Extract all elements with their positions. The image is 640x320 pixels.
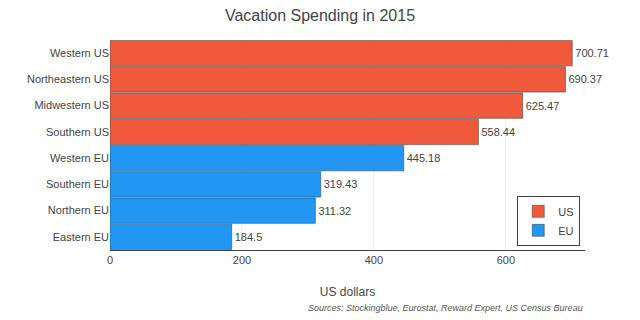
svg-text:558.44: 558.44: [481, 126, 515, 138]
svg-text:700.71: 700.71: [575, 47, 609, 59]
svg-text:400: 400: [365, 254, 383, 266]
svg-text:690.37: 690.37: [568, 73, 602, 85]
svg-text:Eastern EU: Eastern EU: [53, 231, 109, 243]
svg-text:Sources: Stockingblue, Eurosta: Sources: Stockingblue, Eurostat, Reward …: [308, 303, 583, 313]
svg-text:319.43: 319.43: [324, 178, 358, 190]
svg-text:Northern EU: Northern EU: [48, 204, 109, 216]
svg-text:Vacation Spending in 2015: Vacation Spending in 2015: [225, 7, 415, 24]
svg-text:0: 0: [107, 254, 113, 266]
svg-text:184.5: 184.5: [235, 231, 263, 243]
svg-text:600: 600: [497, 254, 515, 266]
svg-text:Southern EU: Southern EU: [46, 178, 109, 190]
svg-text:445.18: 445.18: [407, 152, 441, 164]
svg-text:625.47: 625.47: [526, 100, 560, 112]
svg-text:US: US: [558, 206, 573, 218]
svg-text:US dollars: US dollars: [320, 285, 375, 299]
svg-text:Western EU: Western EU: [50, 152, 109, 164]
svg-text:311.32: 311.32: [318, 205, 351, 217]
svg-text:Midwestern US: Midwestern US: [34, 99, 109, 111]
svg-text:Western US: Western US: [50, 47, 109, 59]
svg-text:Southern US: Southern US: [46, 126, 109, 138]
svg-text:EU: EU: [558, 225, 573, 237]
svg-text:Northeastern US: Northeastern US: [27, 73, 109, 85]
svg-text:200: 200: [233, 254, 251, 266]
